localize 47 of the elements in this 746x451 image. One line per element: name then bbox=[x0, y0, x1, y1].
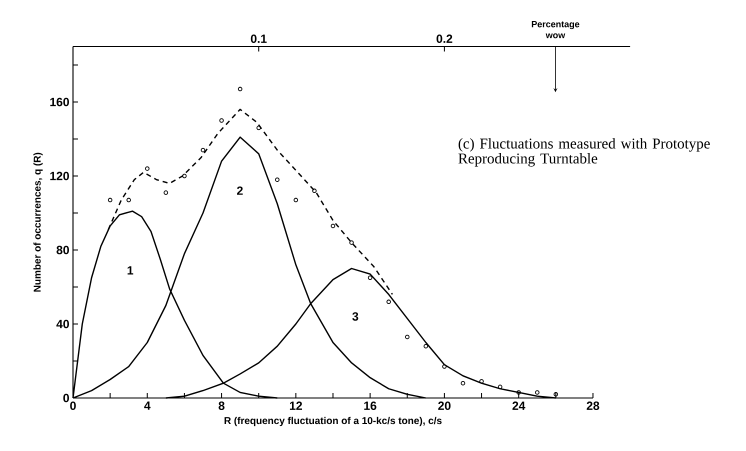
point bbox=[200, 148, 206, 152]
point bbox=[312, 188, 317, 194]
point bbox=[238, 86, 242, 92]
point bbox=[330, 224, 336, 228]
annotation: (c) Fluctuations measured with Prototype Reproducing Turntable bbox=[458, 138, 710, 167]
annotation: 1 bbox=[128, 266, 134, 275]
point bbox=[294, 198, 298, 202]
point bbox=[108, 198, 112, 202]
point bbox=[460, 380, 466, 386]
y-tick-label: 160 bbox=[50, 98, 69, 106]
point bbox=[442, 364, 447, 369]
x-tick-label: 16 bbox=[364, 402, 376, 410]
y-tick-label: 80 bbox=[56, 246, 69, 254]
point bbox=[368, 276, 372, 280]
point bbox=[479, 379, 484, 384]
point bbox=[182, 174, 187, 178]
point bbox=[516, 390, 521, 395]
x-tick-label: 0 bbox=[70, 402, 76, 410]
annotation: 2 bbox=[237, 186, 243, 195]
point bbox=[424, 344, 428, 348]
point bbox=[145, 166, 150, 171]
point bbox=[275, 177, 280, 182]
point bbox=[386, 300, 391, 304]
x2-tick-label: 0.1 bbox=[250, 34, 267, 43]
x-tick-label: 4 bbox=[144, 402, 151, 410]
y-tick-label: 0 bbox=[63, 394, 69, 402]
point bbox=[164, 190, 168, 195]
y-tick-label: 40 bbox=[56, 320, 69, 328]
point bbox=[498, 384, 502, 390]
x2-tick-label: 0.2 bbox=[436, 34, 452, 43]
x-tick-label: 28 bbox=[586, 402, 600, 410]
y-tick-label: 120 bbox=[50, 172, 69, 180]
point bbox=[219, 118, 224, 123]
x-tick-label: 20 bbox=[438, 402, 451, 410]
x2-axis-title: Percentage wow bbox=[532, 21, 580, 38]
x-tick-label: 24 bbox=[512, 402, 526, 410]
point bbox=[256, 126, 261, 130]
point bbox=[535, 390, 540, 395]
annotation: 3 bbox=[352, 312, 358, 321]
x-tick-label: 8 bbox=[218, 402, 225, 410]
x-axis-title: R (frequency fluctuation of a 10-kc/s tone), c/s bbox=[224, 416, 442, 426]
point bbox=[405, 334, 410, 340]
point bbox=[554, 392, 558, 397]
y-axis-title: Number of occurrences, q (R) bbox=[33, 152, 43, 292]
x-tick-label: 12 bbox=[290, 402, 302, 410]
point bbox=[349, 240, 354, 245]
point bbox=[126, 198, 131, 202]
